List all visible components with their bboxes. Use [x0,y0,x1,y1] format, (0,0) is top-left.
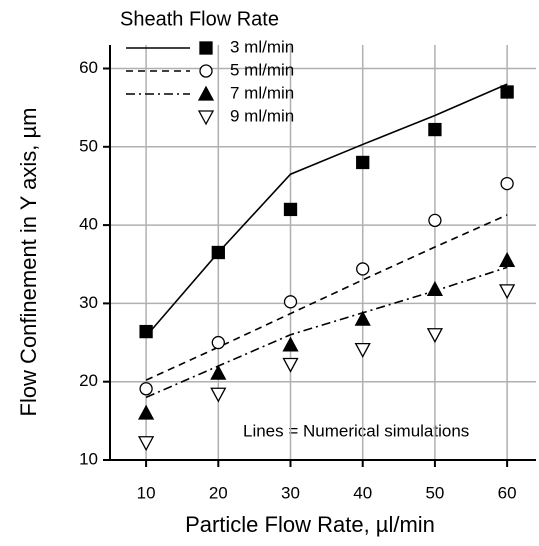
x-tick-label: 30 [281,483,300,502]
marker [354,310,371,326]
y-tick-label: 20 [79,371,98,390]
marker [499,284,516,300]
marker [426,328,444,344]
marker [428,213,442,228]
y-tick-label: 40 [79,215,98,234]
marker [138,436,155,452]
y-axis-label: Flow Confinement in Y axis, µm [16,108,41,417]
marker [211,245,225,260]
x-tick-label: 20 [209,483,228,502]
legend-label: 5 ml/min [230,60,294,79]
x-tick-label: 50 [425,483,444,502]
legend-marker [199,41,213,55]
marker [356,262,370,276]
marker [500,85,514,99]
marker [210,364,227,380]
marker [283,295,298,309]
y-tick-label: 30 [79,293,98,312]
marker [500,176,514,191]
annotation: Lines = Numerical simulations [243,421,469,440]
marker [138,404,155,420]
legend-label: 9 ml/min [230,106,294,125]
simulation-line [145,83,508,337]
legend-label: 7 ml/min [230,83,294,102]
simulation-line [145,266,508,399]
legend-label: 3 ml/min [230,37,294,56]
marker [210,387,227,403]
marker [426,280,444,296]
x-tick-label: 40 [353,483,372,502]
marker [499,251,516,267]
marker [282,336,299,352]
legend-marker [197,85,215,101]
simulation-line [145,214,508,381]
marker [211,335,225,350]
x-tick-label: 60 [498,483,517,502]
marker [139,324,153,339]
y-tick-label: 60 [79,58,98,77]
x-tick-label: 10 [137,483,156,502]
marker [354,342,371,358]
marker [139,382,153,396]
marker [282,357,299,373]
y-tick-label: 50 [79,136,98,155]
x-axis-label: Particle Flow Rate, µl/min [185,512,435,537]
marker [428,122,442,137]
legend-marker [199,64,213,78]
legend-title: Sheath Flow Rate [120,8,279,30]
marker [356,155,370,170]
legend-marker [197,110,215,126]
marker [283,202,298,217]
y-tick-label: 10 [79,449,98,468]
